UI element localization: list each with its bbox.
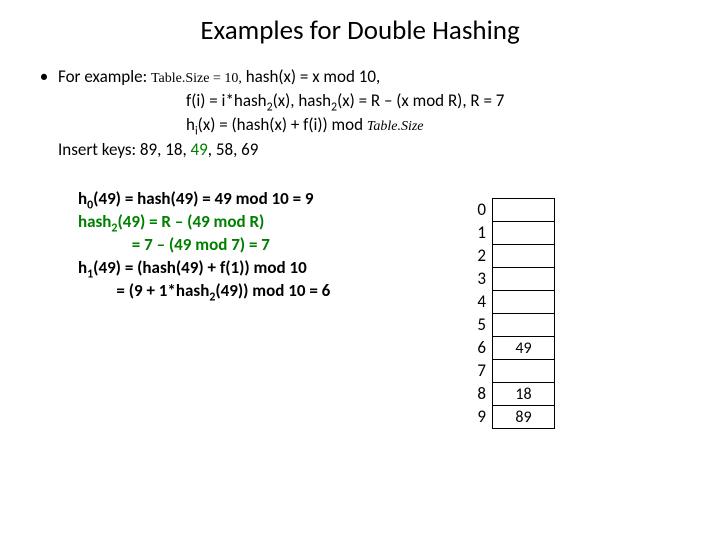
idx-8: 8 xyxy=(468,382,486,405)
cell-1 xyxy=(493,222,555,245)
cell-5 xyxy=(493,314,555,337)
idx-9: 9 xyxy=(468,405,486,428)
idx-5: 5 xyxy=(468,313,486,336)
hi-def-line: hi(x) = (hash(x) + f(i)) mod Table.Size xyxy=(30,113,700,137)
calc-l2: hash2(49) = R – (49 mod R) xyxy=(78,211,438,234)
calc-l5: = (9 + 1*hash2(49)) mod 10 = 6 xyxy=(78,280,438,303)
hash-table: 49 18 89 xyxy=(492,198,555,429)
idx-2: 2 xyxy=(468,244,486,267)
calc-l5b: (49)) mod 10 = 6 xyxy=(215,280,330,301)
f-def-line: f(i) = i*hash2(x), hash2(x) = R – (x mod… xyxy=(30,89,700,113)
lower-section: h0(49) = hash(49) = 49 mod 10 = 9 hash2(… xyxy=(30,188,700,429)
calc-l5a: = (9 + 1*hash xyxy=(78,280,209,301)
content-area: • For example: Table.Size = 10, hash(x) … xyxy=(0,65,720,429)
calc-l4a: h xyxy=(78,257,87,278)
hi-a: h xyxy=(186,114,195,135)
idx-3: 3 xyxy=(468,267,486,290)
calc-l1: h0(49) = hash(49) = 49 mod 10 = 9 xyxy=(78,188,438,211)
cell-0 xyxy=(493,199,555,222)
calculation-block: h0(49) = hash(49) = 49 mod 10 = 9 hash2(… xyxy=(78,188,438,429)
calc-l4: h1(49) = (hash(49) + f(1)) mod 10 xyxy=(78,257,438,280)
lead-text: For example: xyxy=(58,66,151,87)
calc-l4b: (49) = (hash(49) + f(1)) mod 10 xyxy=(93,257,307,278)
hi-b: (x) = (hash(x) + f(i)) mod xyxy=(198,114,367,135)
cell-9: 89 xyxy=(493,406,555,429)
idx-1: 1 xyxy=(468,221,486,244)
hi-c: Table.Size xyxy=(367,119,424,134)
bullet-glyph: • xyxy=(30,65,58,89)
insert-line: Insert keys: 89, 18, 49, 58, 69 xyxy=(30,138,700,162)
calc-l1a: h xyxy=(78,188,87,209)
calc-l2b: (49) = R – (49 mod R) xyxy=(117,211,264,232)
idx-6: 6 xyxy=(468,336,486,359)
f-def-c: (x) = R – (x mod R), R = 7 xyxy=(337,90,504,111)
f-def-b: (x), hash xyxy=(273,90,331,111)
cell-7 xyxy=(493,360,555,383)
calc-l1b: (49) = hash(49) = 49 mod 10 = 9 xyxy=(93,188,313,209)
insert-green: 49 xyxy=(191,139,208,160)
idx-0: 0 xyxy=(468,198,486,221)
idx-7: 7 xyxy=(468,359,486,382)
slide-title: Examples for Double Hashing xyxy=(0,0,720,57)
insert-tail: , 58, 69 xyxy=(208,139,259,160)
cell-8: 18 xyxy=(493,383,555,406)
hash-def: hash(x) = x mod 10, xyxy=(242,66,380,87)
cell-6: 49 xyxy=(493,337,555,360)
tablesize-text: Table.Size = 10, xyxy=(151,71,242,86)
calc-l3: = 7 – (49 mod 7) = 7 xyxy=(78,234,438,257)
hash-table-wrap: 0 1 2 3 4 5 6 7 8 9 49 18 8 xyxy=(468,198,555,429)
idx-4: 4 xyxy=(468,290,486,313)
example-bullet: • For example: Table.Size = 10, hash(x) … xyxy=(30,65,700,89)
cell-4 xyxy=(493,291,555,314)
cell-2 xyxy=(493,245,555,268)
index-column: 0 1 2 3 4 5 6 7 8 9 xyxy=(468,198,492,429)
cell-3 xyxy=(493,268,555,291)
f-def-a: f(i) = i*hash xyxy=(186,90,267,111)
calc-l2a: hash xyxy=(78,211,111,232)
insert-text: Insert keys: 89, 18, xyxy=(58,139,191,160)
example-line-1: For example: Table.Size = 10, hash(x) = … xyxy=(58,65,700,89)
